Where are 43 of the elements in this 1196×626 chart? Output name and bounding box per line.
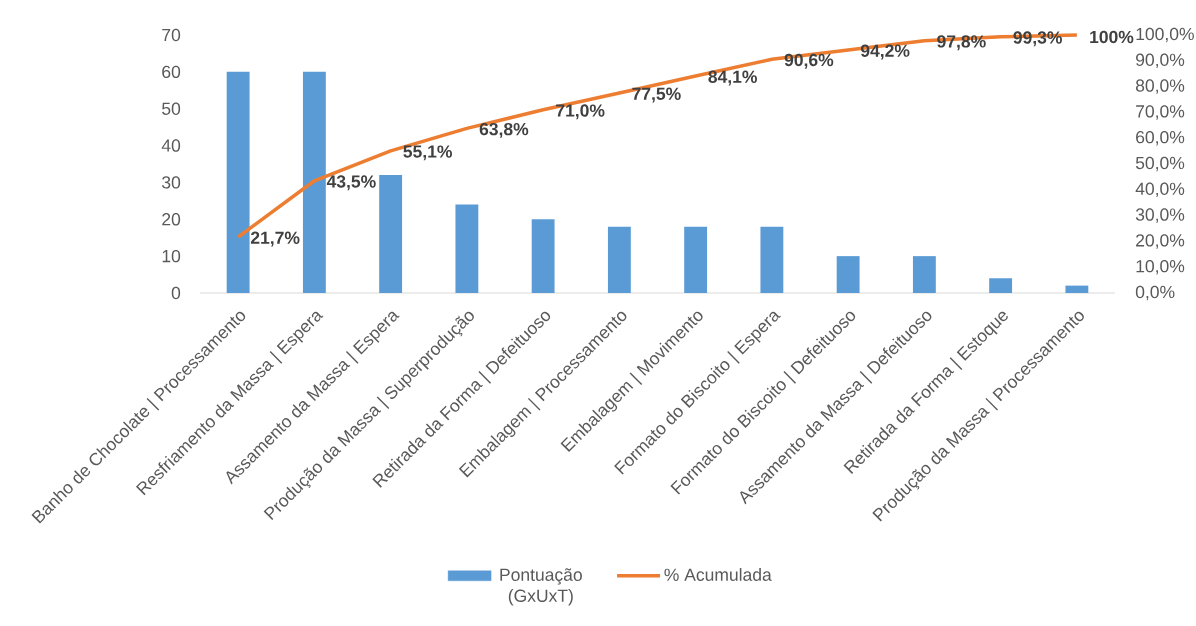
y2-tick-label: 0,0% xyxy=(1135,285,1175,301)
y-tick-label: 20 xyxy=(162,213,181,226)
data-label: 94,2% xyxy=(860,44,910,60)
y-tick-label: 0 xyxy=(171,286,181,300)
y2-tick-label: 40,0% xyxy=(1135,182,1185,198)
y-tick-label: 40 xyxy=(161,139,181,152)
y2-tick-label: 90,0% xyxy=(1136,53,1185,69)
data-label: 63,8% xyxy=(479,122,529,138)
y-tick-label: 50 xyxy=(162,102,181,115)
data-label: 43,5% xyxy=(326,175,376,191)
bar xyxy=(531,219,555,293)
data-label: 55,1% xyxy=(403,145,452,161)
legend-label: Pontuação (GxUxT) xyxy=(500,568,582,606)
y2-tick-label: 10,0% xyxy=(1136,259,1185,275)
data-label: 71,0% xyxy=(556,104,605,120)
legend-label: % Acumulada xyxy=(664,568,772,581)
y2-tick-label: 30,0% xyxy=(1135,208,1185,223)
y2-tick-label: 70,0% xyxy=(1136,105,1185,120)
y-tick-label: 70 xyxy=(162,28,181,42)
bar xyxy=(684,226,708,293)
bar xyxy=(226,71,250,293)
bar xyxy=(912,256,936,293)
bar xyxy=(455,204,479,293)
y2-tick-label: 100,0% xyxy=(1136,27,1194,43)
y2-tick-label: 50,0% xyxy=(1135,156,1185,172)
data-label: 84,1% xyxy=(708,70,757,86)
y2-tick-label: 20,0% xyxy=(1136,234,1185,249)
data-label: 21,7% xyxy=(250,231,300,247)
y2-tick-label: 80,0% xyxy=(1135,79,1185,94)
y-tick-label: 60 xyxy=(162,65,181,79)
bar xyxy=(1065,285,1089,293)
y2-tick-label: 60,0% xyxy=(1136,130,1185,146)
data-label: 77,5% xyxy=(632,87,681,103)
y-tick-label: 10 xyxy=(162,249,181,263)
data-label: 100% xyxy=(1090,30,1134,44)
data-label: 90,6% xyxy=(784,53,834,69)
bar xyxy=(760,226,784,293)
bar xyxy=(989,278,1013,293)
bar xyxy=(607,226,631,293)
bar xyxy=(302,71,326,293)
y-tick-label: 30 xyxy=(162,176,181,189)
bar xyxy=(836,256,860,293)
bar xyxy=(379,175,403,293)
